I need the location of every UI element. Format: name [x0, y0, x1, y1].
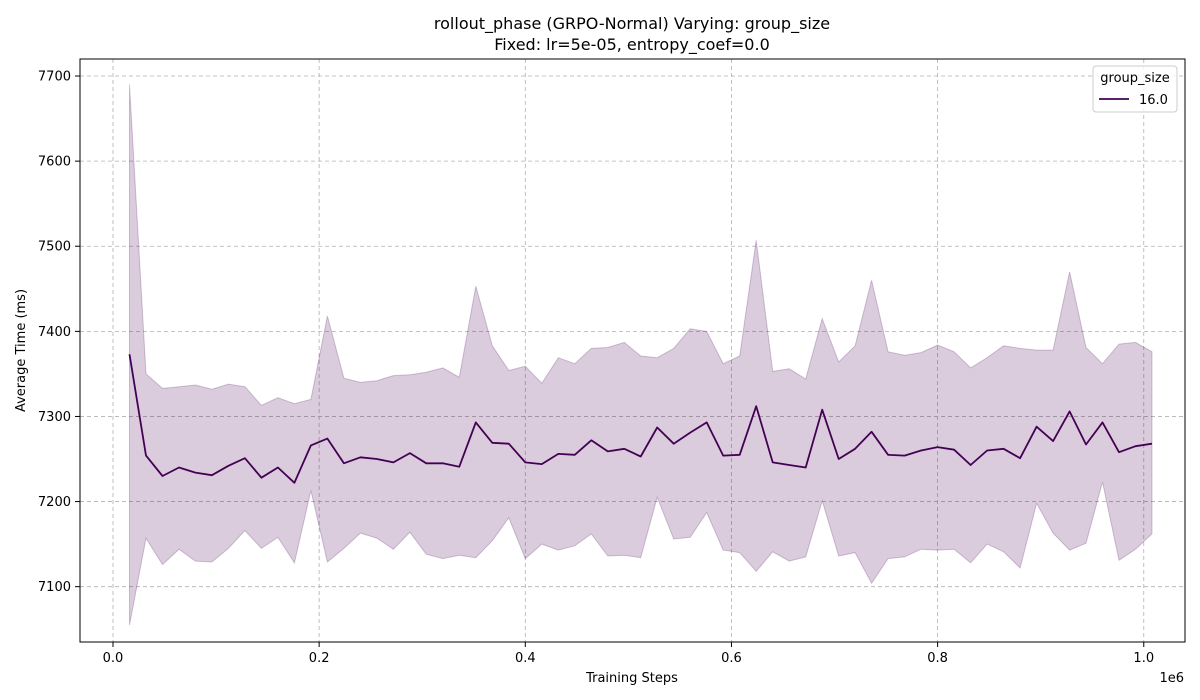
confidence-band [129, 84, 1153, 626]
y-tick-label: 7300 [38, 410, 71, 425]
x-tick-label: 0.8 [927, 651, 948, 666]
y-axis: 7100 7200 7300 7400 7500 7600 7700 [38, 70, 80, 595]
series-line [128, 354, 1153, 484]
y-tick-label: 7700 [38, 70, 71, 85]
x-scale-offset-label: 1e6 [1159, 671, 1184, 686]
x-tick-label: 0.0 [103, 651, 124, 666]
y-tick-label: 7600 [38, 155, 71, 170]
y-tick-label: 7500 [38, 240, 71, 255]
x-axis: 0.0 0.2 0.4 0.6 0.8 1.0 [103, 642, 1154, 666]
grid [80, 59, 1185, 642]
x-tick-label: 0.4 [515, 651, 536, 666]
y-tick-label: 7400 [38, 325, 71, 340]
x-tick-label: 1.0 [1133, 651, 1154, 666]
y-axis-label: Average Time (ms) [14, 289, 29, 412]
chart-title: rollout_phase (GRPO-Normal) Varying: gro… [434, 14, 830, 34]
legend-entry-label: 16.0 [1139, 93, 1168, 108]
y-tick-label: 7100 [38, 580, 71, 595]
plot-frame [79, 58, 1186, 643]
chart-subtitle: Fixed: lr=5e-05, entropy_coef=0.0 [494, 35, 770, 55]
y-tick-label: 7200 [38, 495, 71, 510]
confidence-band-layer [129, 84, 1153, 626]
series-line-layer [128, 354, 1153, 484]
x-tick-label: 0.6 [721, 651, 742, 666]
legend: group_size 16.0 [1092, 65, 1178, 113]
legend-title: group_size [1100, 71, 1169, 86]
legend-box [1092, 65, 1178, 113]
x-tick-label: 0.2 [309, 651, 330, 666]
x-axis-label: Training Steps [585, 671, 678, 686]
